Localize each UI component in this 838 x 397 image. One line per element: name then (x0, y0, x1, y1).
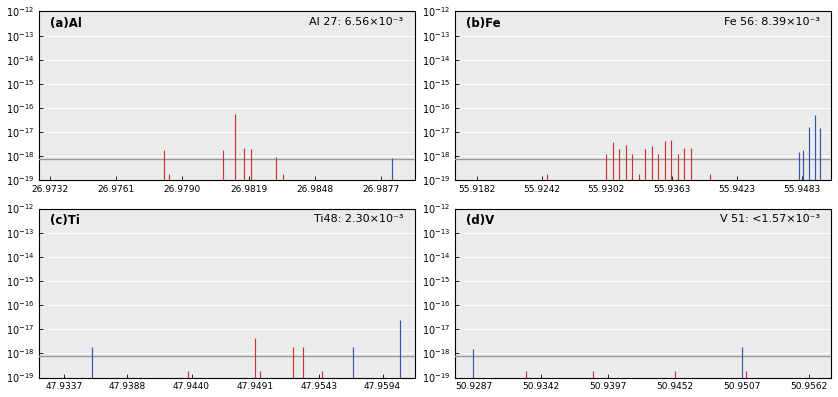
Text: Fe 56: 8.39×10⁻³: Fe 56: 8.39×10⁻³ (724, 17, 820, 27)
Text: Ti48: 2.30×10⁻³: Ti48: 2.30×10⁻³ (314, 214, 404, 224)
Text: V 51: <1.57×10⁻³: V 51: <1.57×10⁻³ (720, 214, 820, 224)
Text: (a)Al: (a)Al (50, 17, 82, 29)
Text: (b)Fe: (b)Fe (467, 17, 501, 29)
Text: Al 27: 6.56×10⁻³: Al 27: 6.56×10⁻³ (309, 17, 404, 27)
Text: (c)Ti: (c)Ti (50, 214, 80, 227)
Text: (d)V: (d)V (467, 214, 494, 227)
